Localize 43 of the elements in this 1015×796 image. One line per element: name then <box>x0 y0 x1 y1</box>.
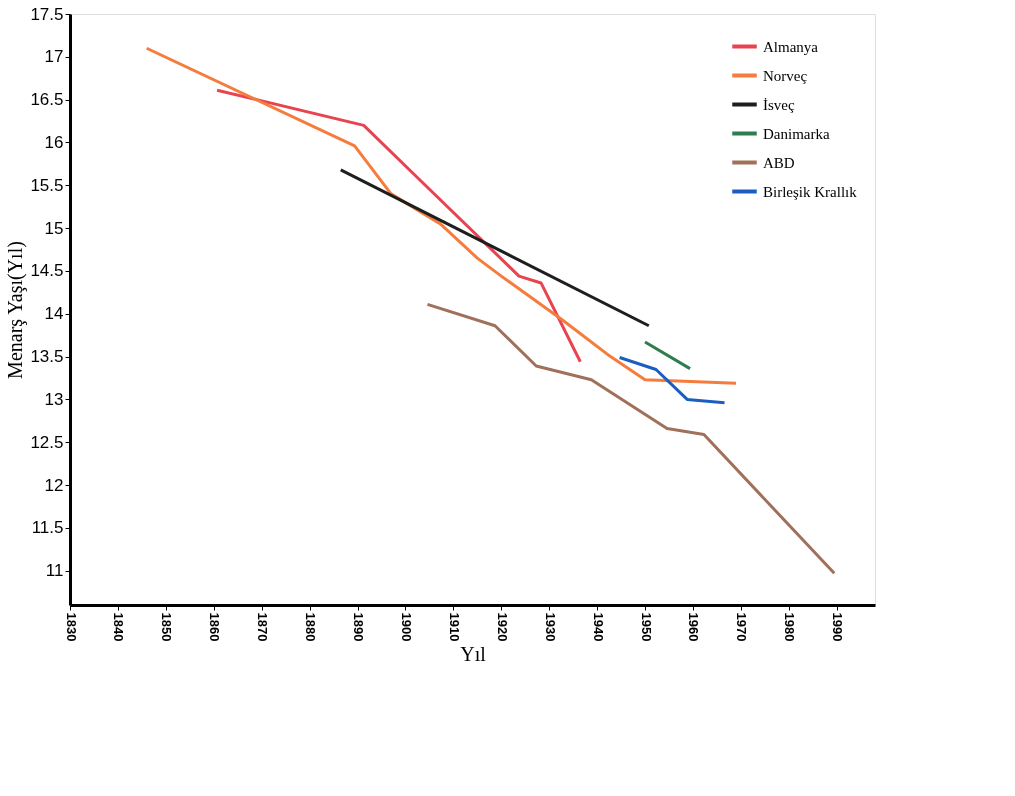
x-tick-label: 1900 <box>398 612 414 642</box>
y-tick-label: 11.5 <box>31 518 64 538</box>
y-tick-label: 15.5 <box>30 175 64 195</box>
legend-label: Norveç <box>763 67 808 84</box>
y-tick-label: 13.5 <box>30 347 64 367</box>
x-tick-label: 1950 <box>638 612 654 642</box>
x-tick-label: 1960 <box>686 612 702 642</box>
y-axis-title: Menarş Yaşı(Yıl) <box>4 241 28 379</box>
line-series <box>425 302 836 575</box>
x-tick-label: 1910 <box>446 612 462 642</box>
line-series <box>215 88 582 364</box>
x-tick-label: 1840 <box>111 612 127 642</box>
line-series <box>145 46 738 385</box>
y-tick-label: 16.5 <box>30 90 64 110</box>
y-tick-label: 17.5 <box>30 4 64 24</box>
y-tick-label: 12 <box>44 475 64 495</box>
x-tick-label: 1920 <box>494 612 510 642</box>
line-series <box>618 355 727 405</box>
x-tick-label: 1870 <box>255 612 271 642</box>
y-tick-label: 17 <box>44 47 64 67</box>
x-tick-label: 1940 <box>590 612 606 642</box>
x-tick-label: 1880 <box>303 612 319 642</box>
x-tick-label: 1930 <box>542 612 558 642</box>
x-tick-label: 1990 <box>830 612 846 642</box>
legend-label: Almanya <box>763 38 819 55</box>
legend-label: Birleşik Krallık <box>763 183 858 200</box>
y-tick-label: 15 <box>44 218 64 238</box>
x-tick-label: 1980 <box>782 612 798 642</box>
y-tick-label: 14 <box>44 304 64 324</box>
y-tick-label: 11 <box>45 561 64 581</box>
y-tick-label: 12.5 <box>30 432 64 452</box>
x-tick-label: 1860 <box>207 612 223 642</box>
legend-label: Danimarka <box>763 125 830 142</box>
x-tick-label: 1970 <box>734 612 750 642</box>
x-axis-title: Yıl <box>460 643 487 666</box>
x-tick-label: 1830 <box>63 612 79 642</box>
legend-label: ABD <box>763 154 795 171</box>
y-tick-label: 14.5 <box>30 261 64 281</box>
y-tick-label: 16 <box>44 132 64 152</box>
x-tick-label: 1850 <box>159 612 175 642</box>
legend-label: İsveç <box>763 96 795 113</box>
x-tick-label: 1890 <box>351 612 366 642</box>
y-tick-label: 13 <box>44 389 64 409</box>
